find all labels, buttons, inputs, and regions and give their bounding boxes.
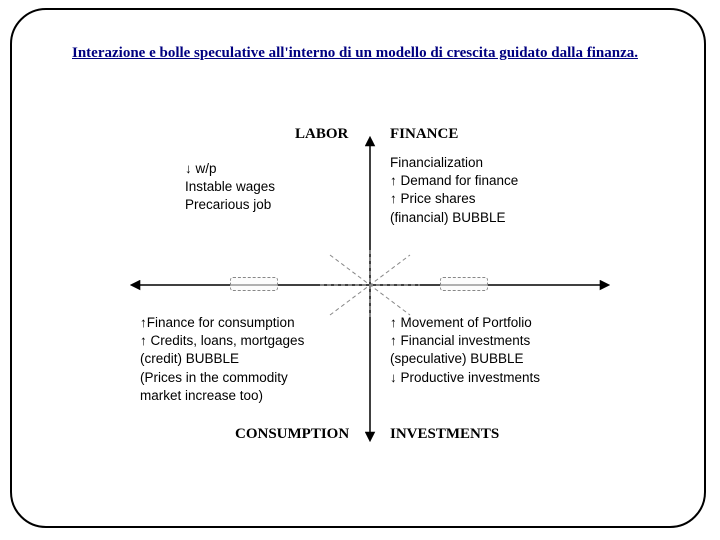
q-tr-line: (financial) BUBBLE xyxy=(390,209,518,227)
quadrant-bottom-left: ↑Finance for consumption ↑ Credits, loan… xyxy=(140,314,304,405)
q-br-line: ↓ Productive investments xyxy=(390,369,540,387)
q-bl-line: ↑ Credits, loans, mortgages xyxy=(140,332,304,350)
q-tl-line: ↓ w/p xyxy=(185,160,275,178)
quadrant-diagram: LABOR FINANCE CONSUMPTION INVESTMENTS ↓ … xyxy=(120,120,620,450)
slide-title: Interazione e bolle speculative all'inte… xyxy=(72,44,642,63)
q-bl-line: (credit) BUBBLE xyxy=(140,350,304,368)
q-tl-line: Instable wages xyxy=(185,178,275,196)
q-br-line: ↑ Movement of Portfolio xyxy=(390,314,540,332)
header-consumption: CONSUMPTION xyxy=(235,426,349,443)
q-bl-line: (Prices in the commodity xyxy=(140,369,304,387)
header-labor: LABOR xyxy=(295,126,348,143)
decor-left-box xyxy=(230,277,278,291)
q-tr-line: Financialization xyxy=(390,154,518,172)
quadrant-top-right: Financialization ↑ Demand for finance ↑ … xyxy=(390,154,518,227)
q-tr-line: ↑ Price shares xyxy=(390,190,518,208)
q-bl-line: ↑Finance for consumption xyxy=(140,314,304,332)
header-finance: FINANCE xyxy=(390,126,458,143)
quadrant-bottom-right: ↑ Movement of Portfolio ↑ Financial inve… xyxy=(390,314,540,387)
quadrant-top-left: ↓ w/p Instable wages Precarious job xyxy=(185,160,275,215)
q-br-line: (speculative) BUBBLE xyxy=(390,350,540,368)
q-br-line: ↑ Financial investments xyxy=(390,332,540,350)
header-investments: INVESTMENTS xyxy=(390,426,499,443)
q-tr-line: ↑ Demand for finance xyxy=(390,172,518,190)
decor-right-box xyxy=(440,277,488,291)
q-tl-line: Precarious job xyxy=(185,196,275,214)
q-bl-line: market increase too) xyxy=(140,387,304,405)
